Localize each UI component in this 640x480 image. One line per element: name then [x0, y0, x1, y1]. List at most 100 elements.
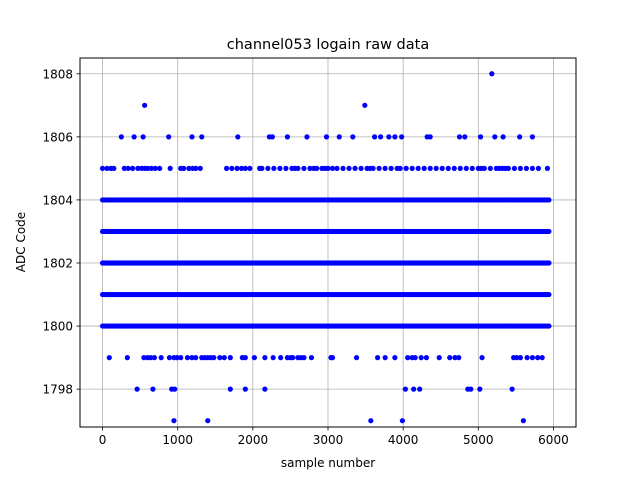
data-point [415, 165, 421, 171]
data-point [447, 355, 453, 361]
data-point [278, 355, 284, 361]
data-point [511, 165, 517, 171]
data-point [152, 165, 158, 171]
data-point [121, 165, 127, 171]
data-point [402, 386, 409, 392]
data-point [135, 165, 141, 171]
data-point [457, 165, 463, 171]
data-point [205, 418, 211, 424]
data-point [140, 134, 146, 140]
x-axis-ticks: 0 1000 2000 3000 4000 5000 6000 [99, 427, 569, 447]
data-point [468, 386, 474, 392]
data-point [227, 355, 233, 361]
data-point [520, 418, 526, 424]
x-tick-label: 1000 [162, 433, 193, 447]
data-point [238, 165, 245, 171]
data-point [514, 355, 520, 361]
data-point [283, 165, 289, 171]
data-point [131, 134, 137, 140]
data-point [290, 355, 296, 361]
data-point [104, 165, 110, 171]
grid-lines [80, 58, 576, 427]
data-point [487, 165, 493, 171]
data-point [334, 165, 340, 171]
data-point [397, 165, 403, 171]
data-point [500, 134, 506, 140]
data-point [353, 355, 360, 361]
data-point [452, 355, 458, 361]
data-point [535, 355, 541, 361]
data-point [386, 134, 392, 140]
data-point [346, 165, 352, 171]
data-point [242, 386, 248, 392]
data-point [223, 165, 230, 171]
data-point [134, 386, 140, 392]
data-point [368, 418, 374, 424]
chart-title: channel053 logain raw data [227, 37, 429, 53]
data-point [421, 165, 427, 171]
data-point [221, 355, 227, 361]
data-point [358, 165, 364, 171]
data-point [242, 165, 248, 171]
y-tick-label: 1806 [42, 130, 73, 144]
data-point [375, 355, 381, 361]
data-point [417, 386, 423, 392]
data-point [242, 355, 248, 361]
data-point [403, 165, 409, 171]
data-point [106, 355, 112, 361]
data-point [262, 386, 268, 392]
x-tick-label: 3000 [313, 433, 344, 447]
data-point [392, 134, 398, 140]
data-point [544, 165, 551, 171]
data-point [189, 134, 195, 140]
data-point [445, 165, 451, 171]
data-point [145, 165, 151, 171]
data-point [174, 355, 180, 361]
data-point [262, 355, 268, 361]
data-point [340, 165, 346, 171]
data-point [301, 355, 307, 361]
data-point [181, 165, 187, 171]
data-point [211, 355, 217, 361]
data-point [189, 355, 195, 361]
data-point [314, 165, 320, 171]
data-point [405, 355, 411, 361]
data-point [492, 134, 498, 140]
data-point [295, 165, 301, 171]
data-point [199, 134, 205, 140]
data-point [158, 355, 164, 361]
data-point [235, 134, 241, 140]
data-point [166, 134, 172, 140]
data-point [247, 165, 253, 171]
data-point [529, 165, 536, 171]
data-point [270, 355, 276, 361]
data-point [517, 165, 523, 171]
y-tick-label: 1808 [42, 67, 73, 81]
data-point [382, 165, 388, 171]
data-point [336, 134, 342, 140]
data-point [535, 165, 542, 171]
data-point [284, 134, 291, 140]
data-point [197, 165, 203, 171]
data-point [323, 134, 330, 140]
data-point [427, 134, 433, 140]
data-point [388, 165, 394, 171]
y-axis-ticks: 1798 1800 1802 1804 1806 1808 [42, 67, 80, 397]
y-tick-label: 1798 [42, 383, 73, 397]
data-point [546, 323, 552, 329]
data-point [130, 165, 136, 171]
data-point [382, 355, 388, 361]
data-point [481, 165, 487, 171]
data-point [399, 418, 405, 424]
data-point [436, 355, 442, 361]
data-point [124, 355, 130, 361]
data-point [469, 165, 475, 171]
data-point [148, 355, 154, 361]
data-point [524, 355, 530, 361]
data-point [325, 165, 331, 171]
data-point [301, 165, 307, 171]
data-point [427, 165, 433, 171]
data-point [118, 134, 124, 140]
data-point [456, 134, 463, 140]
data-point [151, 355, 157, 361]
